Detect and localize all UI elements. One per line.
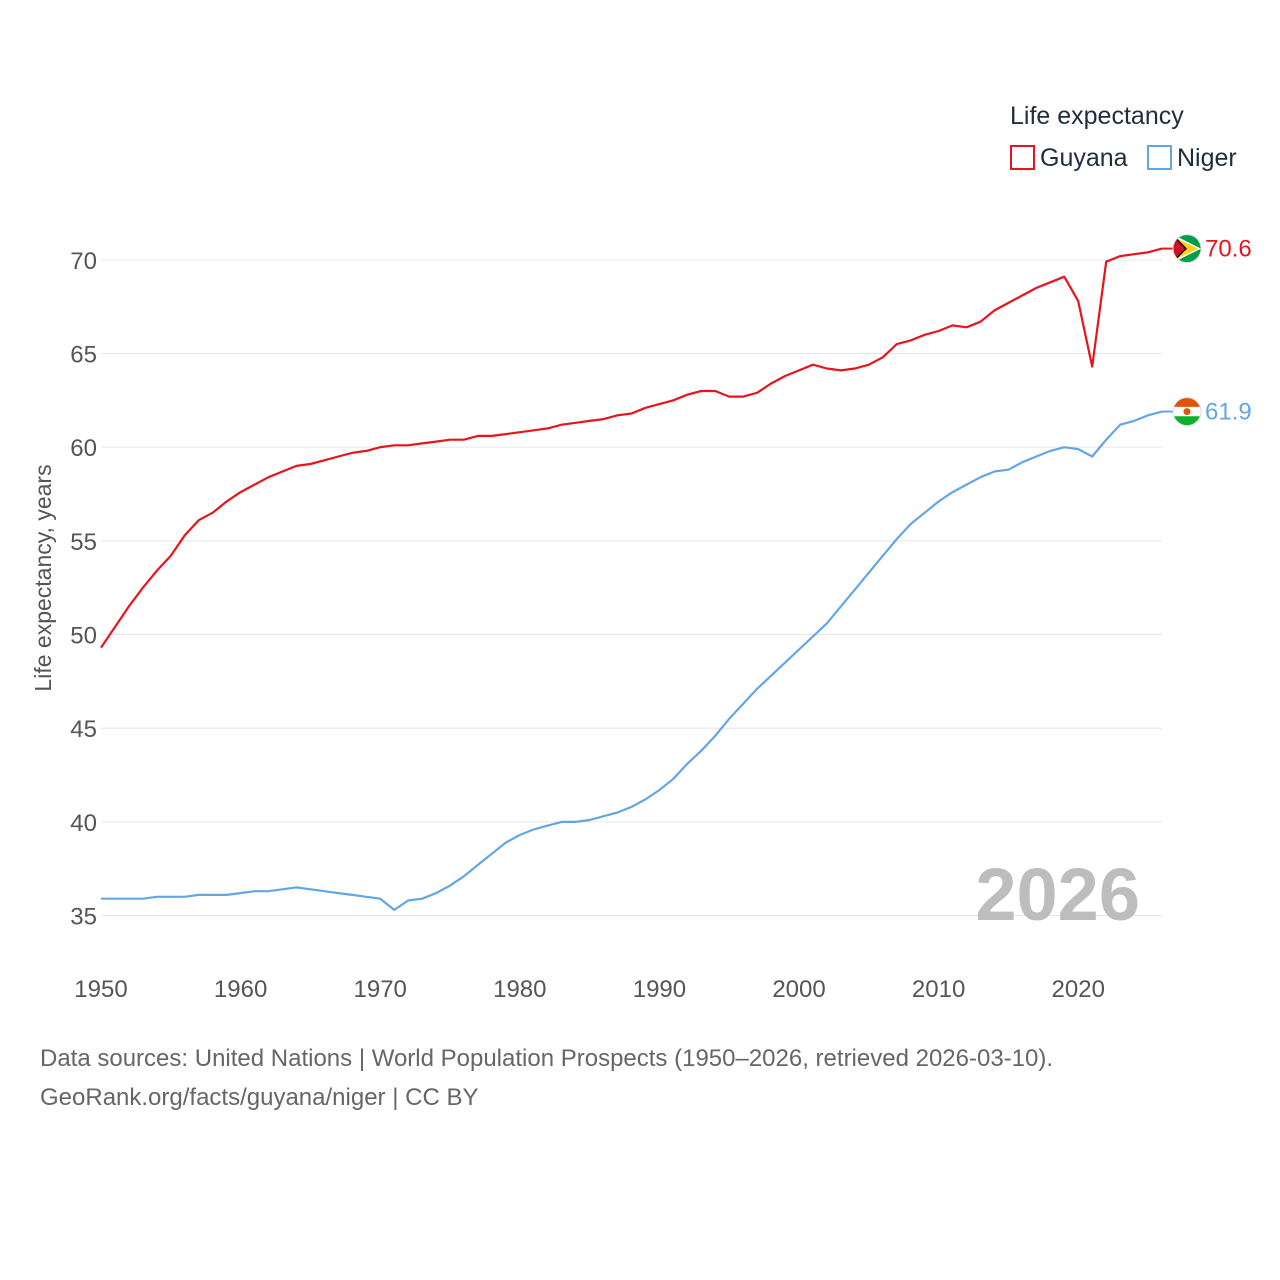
x-tick-label-2020: 2020: [1052, 976, 1105, 1003]
legend-swatch-guyana: [1010, 145, 1035, 170]
y-tick-label-55: 55: [70, 529, 97, 556]
source-link[interactable]: GeoRank.org/facts/guyana/niger | CC BY: [40, 1084, 479, 1111]
legend-title: Life expectancy: [1010, 102, 1184, 130]
y-tick-label-45: 45: [70, 716, 97, 743]
end-markers: 70.6 61.9: [1162, 234, 1252, 427]
end-value-label-niger: 61.9: [1205, 399, 1252, 426]
x-tick-label-1970: 1970: [354, 976, 407, 1003]
series-lines: [100, 247, 1163, 912]
series-line-guyana[interactable]: [100, 247, 1163, 649]
legend-label-guyana: Guyana: [1040, 144, 1128, 172]
y-tick-label-50: 50: [70, 623, 97, 650]
legend: Life expectancy Guyana Niger: [1010, 102, 1237, 172]
niger-flag-icon: [1172, 397, 1202, 427]
axes: 35 40 45 50 55 60 65 70 1950 1960 1970 1980 1990 2000…: [70, 248, 1105, 1003]
y-tick-label-40: 40: [70, 810, 97, 837]
legend-swatch-niger: [1147, 145, 1172, 170]
current-year-watermark: 2026: [975, 853, 1140, 936]
y-tick-label-65: 65: [70, 342, 97, 369]
legend-label-niger: Niger: [1177, 144, 1237, 172]
end-value-label-guyana: 70.6: [1205, 236, 1252, 263]
x-tick-label-1950: 1950: [74, 976, 127, 1003]
x-tick-label-2000: 2000: [772, 976, 825, 1003]
y-axis-label: Life expectancy, years: [30, 464, 56, 691]
x-tick-label-1990: 1990: [633, 976, 686, 1003]
x-tick-label-1960: 1960: [214, 976, 267, 1003]
legend-item-guyana[interactable]: Guyana: [1010, 144, 1128, 172]
grid: [101, 259, 1162, 917]
y-tick-label-35: 35: [70, 904, 97, 931]
series-line-niger[interactable]: [101, 410, 1163, 912]
y-tick-label-60: 60: [70, 435, 97, 462]
source-line-1: Data sources: United Nations | World Pop…: [40, 1045, 1054, 1072]
guyana-flag-icon: [1172, 234, 1202, 264]
x-tick-label-1980: 1980: [493, 976, 546, 1003]
y-tick-label-70: 70: [70, 248, 97, 275]
x-tick-label-2010: 2010: [912, 976, 965, 1003]
legend-item-niger[interactable]: Niger: [1147, 144, 1237, 172]
